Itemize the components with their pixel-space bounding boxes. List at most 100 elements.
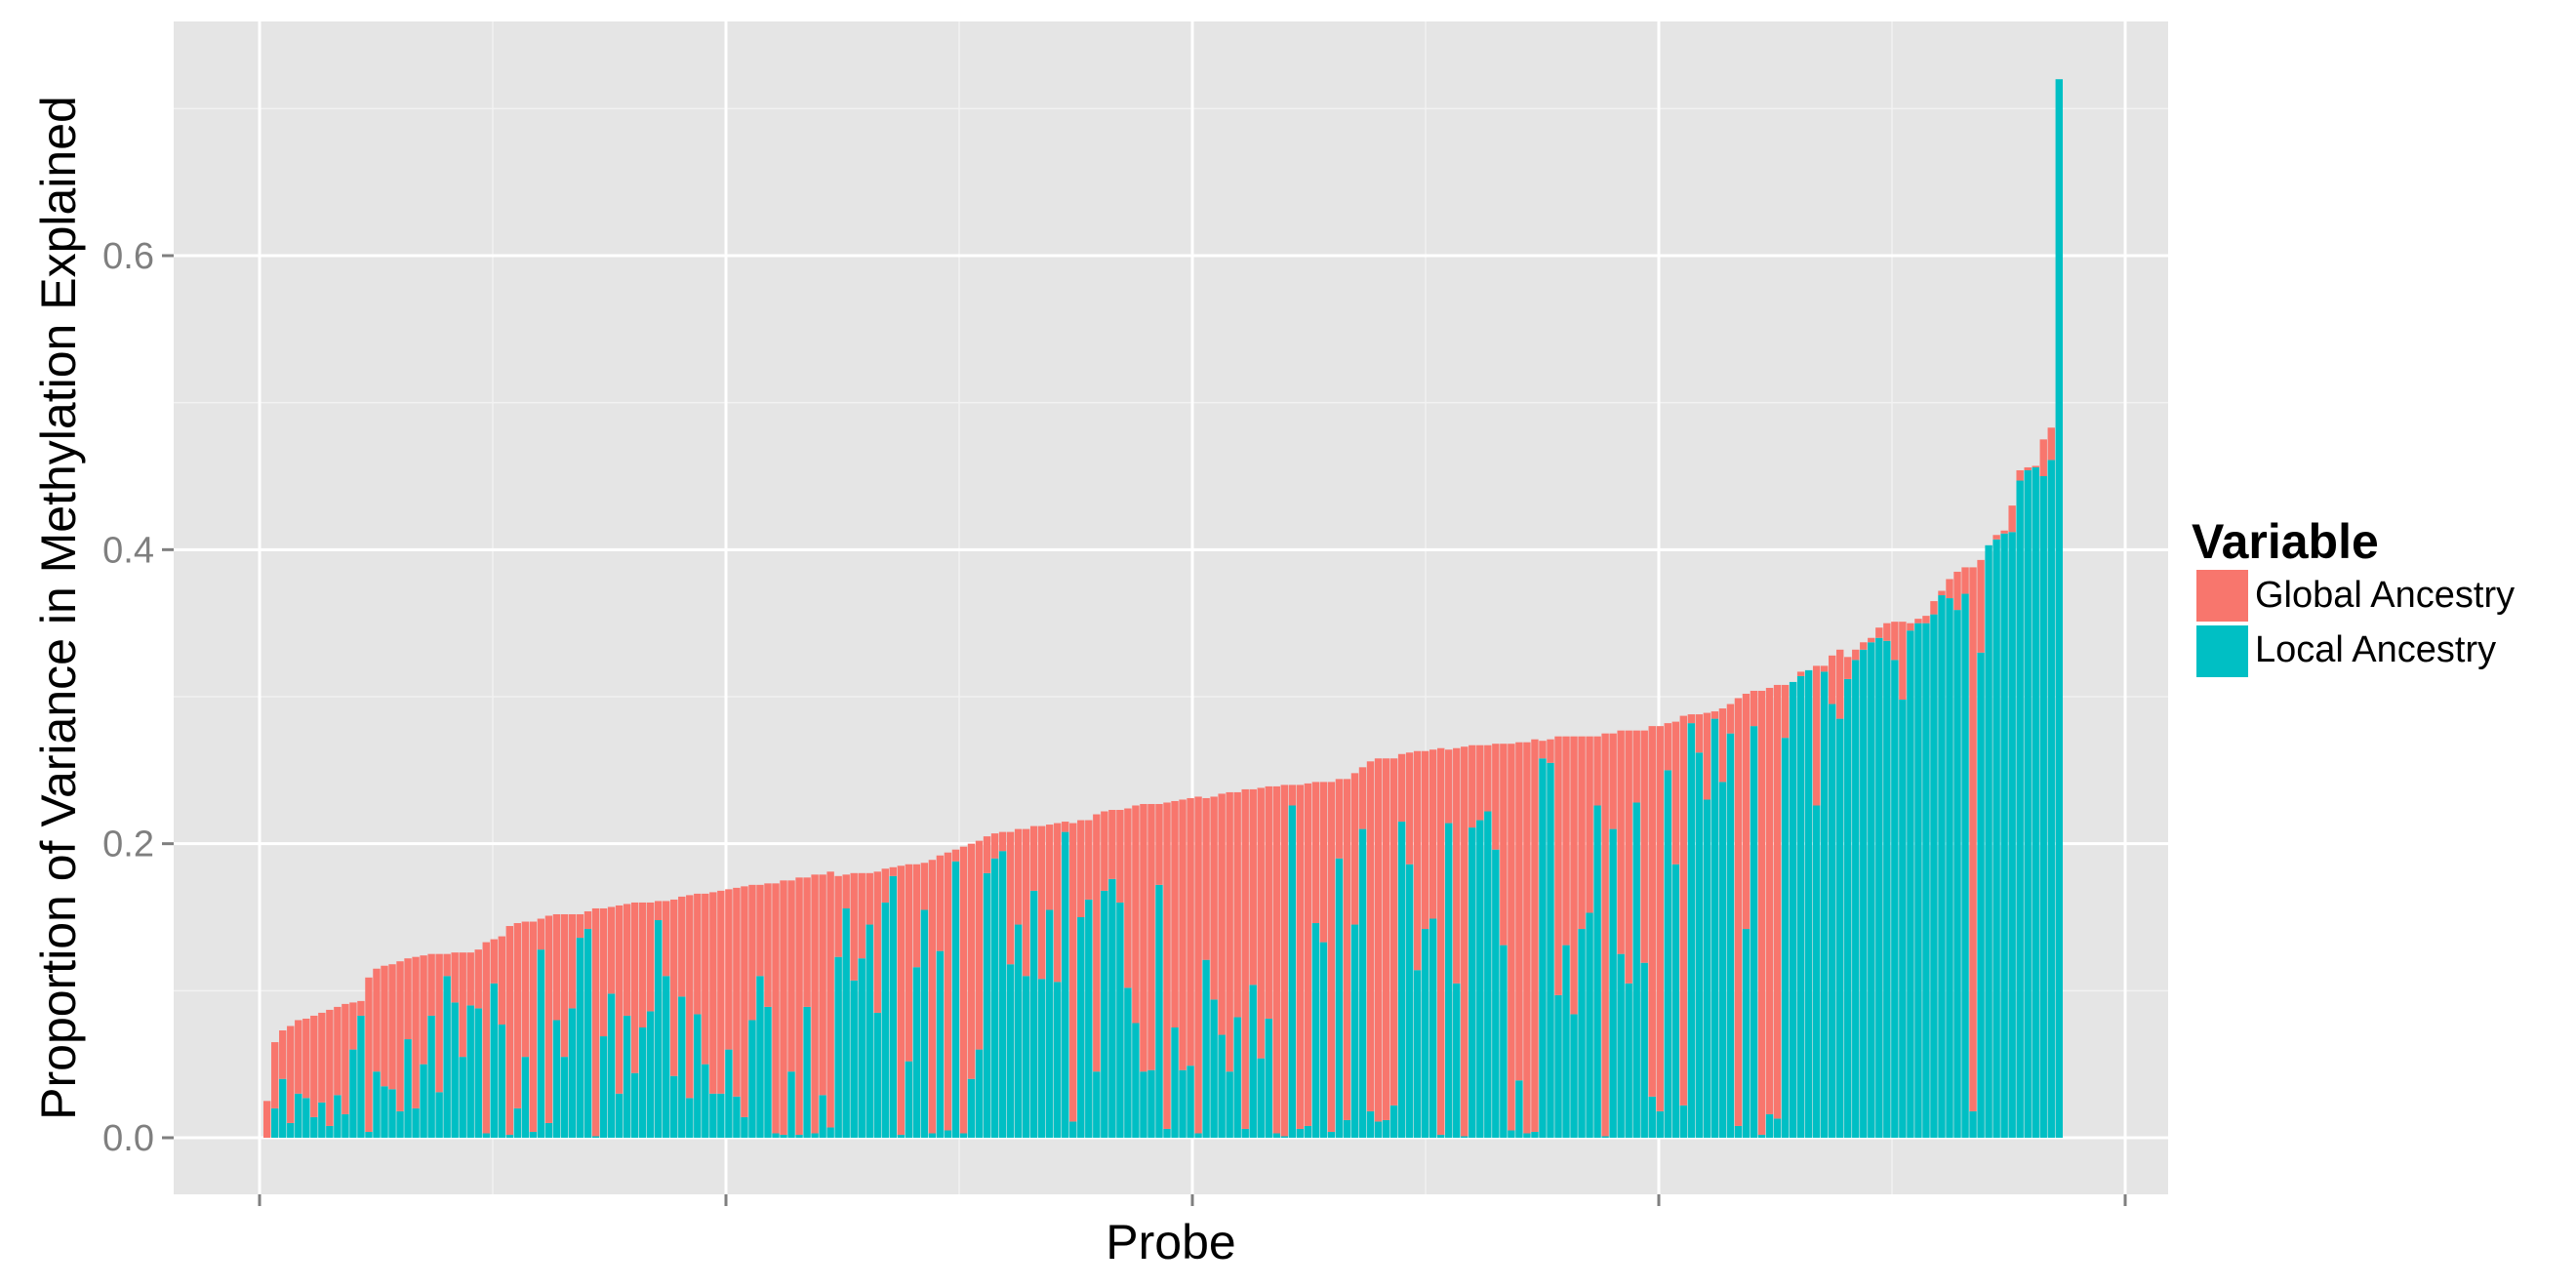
bar-global-ancestry [1820,665,1829,672]
bar-local-ancestry [474,1008,482,1138]
bar-global-ancestry [482,942,490,1134]
bar-local-ancestry [1578,929,1586,1138]
bar-local-ancestry [1280,1136,1288,1138]
bar-local-ancestry [1014,924,1023,1138]
bar-local-ancestry [1093,1071,1101,1138]
bar-local-ancestry [1961,593,1969,1138]
bar-global-ancestry [544,915,553,1123]
bar-global-ancestry [1272,785,1280,1134]
bar-local-ancestry [1804,669,1813,1138]
bar-local-ancestry [1429,918,1437,1138]
bar-local-ancestry [1891,660,1899,1138]
bar-global-ancestry [295,1020,302,1094]
bar-local-ancestry [342,1113,349,1138]
bar-local-ancestry [1718,782,1727,1138]
bar-global-ancestry [1679,715,1688,1106]
bar-local-ancestry [295,1093,302,1138]
bar-local-ancestry [1077,917,1085,1138]
bar-local-ancestry [505,1134,514,1138]
bar-global-ancestry [990,833,999,859]
bar-local-ancestry [459,1057,466,1138]
bar-local-ancestry [334,1095,342,1138]
legend-label-global-ancestry: Global Ancestry [2255,575,2515,616]
bar-local-ancestry [271,1107,279,1138]
bar-global-ancestry [623,904,631,1016]
bar-global-ancestry [1288,785,1297,806]
bar-global-ancestry [2008,505,2016,533]
bar-global-ancestry [1093,814,1101,1072]
bar-global-ancestry [1304,783,1312,1126]
bar-local-ancestry [1288,805,1297,1138]
legend-title: Variable [2192,514,2379,569]
bar-global-ancestry [1523,742,1531,1134]
bar-local-ancestry [912,967,921,1138]
bar-global-ancestry [1397,753,1406,823]
bar-local-ancestry [990,858,999,1138]
bar-global-ancestry [1977,559,1985,653]
bar-global-ancestry [381,965,388,1087]
y-tick-label: 0.4 [102,530,154,571]
bar-global-ancestry [1319,782,1328,943]
bar-global-ancestry [1218,793,1226,1035]
bar-local-ancestry [1648,1096,1656,1138]
bar-local-ancestry [1977,652,1985,1138]
bar-local-ancestry [678,996,686,1138]
bar-global-ancestry [1750,690,1758,727]
bar-local-ancestry [1461,1136,1469,1138]
bar-global-ancestry [427,953,435,1016]
bar-global-ancestry [599,907,608,1037]
bar-global-ancestry [2047,427,2055,461]
bar-global-ancestry [834,875,842,957]
bar-global-ancestry [2024,466,2032,470]
bar-global-ancestry [630,902,639,1073]
bar-local-ancestry [1734,1125,1743,1138]
bar-local-ancestry [1179,1069,1187,1138]
bar-global-ancestry [865,872,873,925]
bar-global-ancestry [1029,825,1038,891]
bar-local-ancestry [1389,1105,1398,1138]
bar-global-ancestry [967,843,976,1079]
bar-local-ancestry [1656,1110,1664,1138]
bar-global-ancestry [1836,649,1844,719]
bar-global-ancestry [725,889,733,1050]
bar-global-ancestry [889,866,897,876]
bar-local-ancestry [1625,983,1632,1138]
bar-global-ancestry [318,1012,326,1103]
bar-local-ancestry [1335,858,1344,1138]
bar-global-ancestry [1601,733,1609,1137]
bar-local-ancestry [936,950,945,1138]
bar-local-ancestry [1515,1080,1523,1138]
bar-global-ancestry [435,953,443,1093]
bar-local-ancestry [599,1036,608,1138]
bar-global-ancestry [858,872,865,959]
bar-local-ancestry [1171,1027,1179,1138]
bar-global-ancestry [1280,785,1288,1137]
bar-global-ancestry [1531,739,1539,1132]
bar-global-ancestry [663,901,670,977]
bar-local-ancestry [560,1057,569,1138]
bar-local-ancestry [1985,544,1992,1138]
bar-local-ancestry [1374,1121,1383,1138]
bar-global-ancestry [529,921,538,1132]
bar-local-ancestry [302,1098,310,1138]
bar-global-ancestry [842,874,850,908]
bar-global-ancestry [702,893,709,1065]
bar-local-ancestry [967,1078,976,1138]
bar-local-ancestry [1500,945,1508,1138]
bar-local-ancestry [1632,802,1640,1138]
bar-local-ancestry [1210,999,1218,1138]
bar-local-ancestry [1202,959,1210,1138]
bar-local-ancestry [318,1102,326,1138]
bar-local-ancestry [373,1071,381,1138]
bar-local-ancestry [1366,1110,1375,1138]
bar-global-ancestry [1687,714,1696,724]
bar-global-ancestry [748,884,756,1021]
bar-global-ancestry [1461,746,1469,1137]
bar-global-ancestry [1226,791,1233,1072]
y-tick-label: 0.6 [102,236,154,277]
bar-global-ancestry [607,906,616,994]
bar-local-ancestry [1640,962,1648,1138]
bar-local-ancestry [1742,929,1751,1138]
bar-local-ancestry [1304,1125,1312,1138]
bar-global-ancestry [349,1002,357,1050]
